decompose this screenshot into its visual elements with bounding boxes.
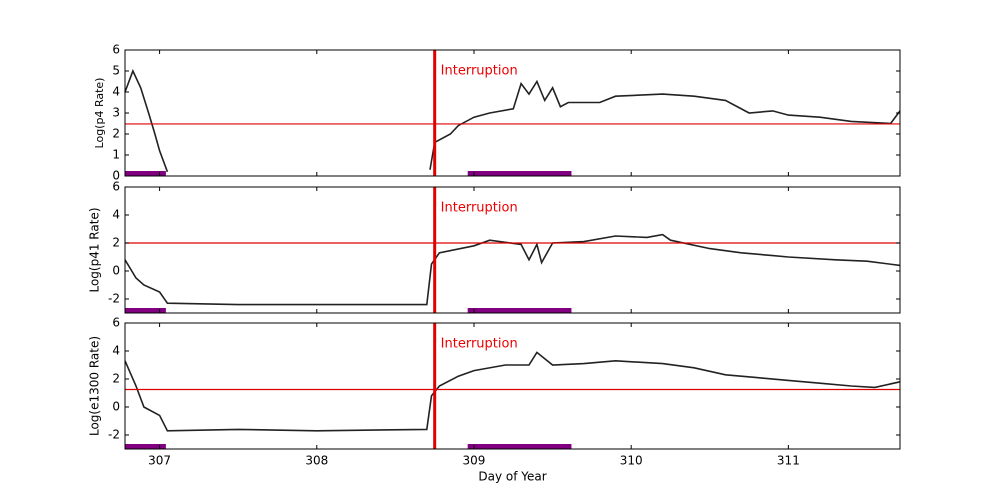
y-tick-label: 1 bbox=[112, 148, 120, 162]
y-tick-label: 2 bbox=[112, 236, 120, 250]
y-tick-label: -2 bbox=[108, 428, 120, 442]
data-line bbox=[124, 351, 901, 432]
y-axis-label: Log(e1300 Rate) bbox=[88, 336, 102, 436]
x-tick-label: 307 bbox=[148, 454, 171, 468]
x-tick-label: 309 bbox=[463, 454, 486, 468]
y-tick-label: 6 bbox=[112, 43, 120, 57]
x-tick-label: 308 bbox=[305, 454, 328, 468]
band bbox=[125, 308, 166, 313]
band bbox=[467, 171, 572, 176]
data-line bbox=[124, 233, 901, 306]
x-axis-label: Day of Year bbox=[478, 470, 546, 484]
y-axis-label: Log(p4 Rate) bbox=[93, 78, 106, 149]
x-tick-label: 311 bbox=[777, 454, 800, 468]
y-tick-label: -2 bbox=[108, 292, 120, 306]
y-tick-label: 2 bbox=[112, 372, 120, 386]
y-tick-label: 4 bbox=[112, 208, 120, 222]
y-tick-label: 6 bbox=[112, 316, 120, 330]
band bbox=[467, 308, 572, 313]
x-tick-label: 310 bbox=[620, 454, 643, 468]
plot-frame bbox=[124, 322, 901, 450]
y-tick-label: 4 bbox=[112, 344, 120, 358]
y-tick-label: 0 bbox=[112, 264, 120, 278]
y-tick-label: 4 bbox=[112, 85, 120, 99]
band bbox=[467, 444, 572, 449]
plot-frame bbox=[124, 186, 901, 314]
y-tick-label: 6 bbox=[112, 180, 120, 194]
y-tick-label: 5 bbox=[112, 64, 120, 78]
y-tick-label: 0 bbox=[112, 169, 120, 183]
annotation: Interruption bbox=[441, 64, 518, 79]
y-tick-label: 3 bbox=[112, 106, 120, 120]
data-line bbox=[124, 68, 901, 173]
y-tick-label: 0 bbox=[112, 400, 120, 414]
band bbox=[125, 444, 166, 449]
band bbox=[125, 171, 166, 176]
y-axis-label: Log(p41 Rate) bbox=[88, 207, 102, 292]
y-tick-label: 2 bbox=[112, 127, 120, 141]
annotation: Interruption bbox=[441, 337, 518, 352]
annotation: Interruption bbox=[441, 201, 518, 216]
